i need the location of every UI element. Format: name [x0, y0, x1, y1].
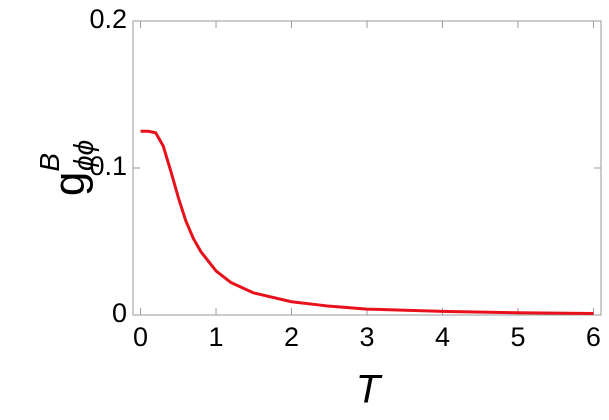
- series-line: [140, 129, 594, 316]
- plot-frame: [132, 20, 602, 316]
- y-axis-label-base: gB ϕϕ: [34, 140, 99, 196]
- y-label-sup: B: [34, 153, 65, 172]
- x-tick-label: 5: [510, 322, 525, 352]
- x-tick-label: 0: [133, 322, 148, 352]
- x-tick-label: 6: [586, 322, 601, 352]
- y-label-g: g: [45, 172, 94, 196]
- x-tick-label: 2: [284, 322, 299, 352]
- x-axis-label: T: [356, 368, 383, 412]
- y-axis-label: gB ϕϕ: [34, 140, 99, 196]
- x-tick-label: 4: [435, 322, 450, 352]
- y-label-sub: ϕϕ: [68, 140, 99, 171]
- y-tick-label: 0.2: [89, 4, 127, 34]
- y-tick-label: 0.1: [89, 151, 127, 181]
- y-tick-label: 0: [112, 298, 127, 328]
- x-tick-label: 1: [209, 322, 224, 352]
- x-tick-label: 3: [359, 322, 374, 352]
